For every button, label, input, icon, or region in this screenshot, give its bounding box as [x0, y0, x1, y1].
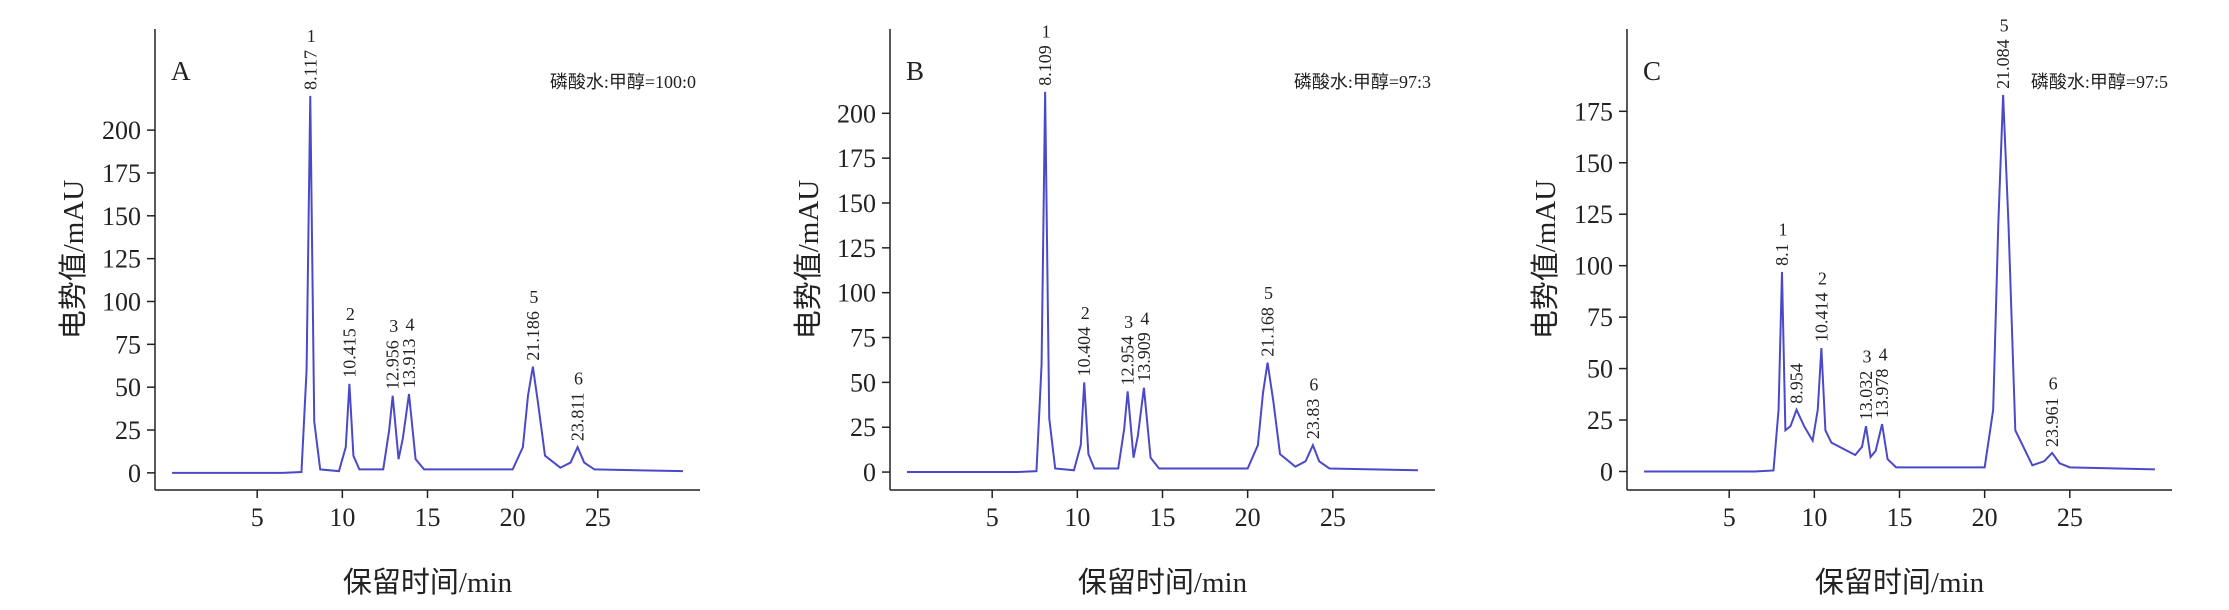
y-tick-label: 175 — [837, 144, 876, 173]
peak-time: 10.415 — [339, 328, 359, 378]
y-tick-label: 0 — [128, 459, 141, 488]
peak-time: 13.909 — [1134, 332, 1154, 382]
peak-time: 12.956 — [383, 340, 403, 390]
trace — [907, 91, 1418, 474]
y-tick-label: 200 — [837, 99, 876, 128]
x-tick-label: 10 — [1064, 503, 1090, 532]
y-tick-label: 75 — [1587, 303, 1613, 332]
condition: 磷酸水:甲醇=100:0 — [550, 72, 696, 92]
x-tick-label: 20 — [500, 503, 526, 532]
x-axis-label: 保留时间/min — [343, 566, 513, 599]
peak-number: 6 — [574, 368, 583, 388]
peak-number: 6 — [1309, 375, 1318, 395]
peak-number: 2 — [346, 304, 355, 324]
y-tick-label: 125 — [837, 234, 876, 263]
peak-number: 4 — [405, 315, 414, 335]
x-tick-label: 10 — [1801, 503, 1827, 532]
y-axis-label: 电势值/mAU — [792, 180, 825, 340]
peak-time: 10.414 — [1811, 292, 1831, 342]
y-tick-label: 150 — [1574, 149, 1613, 178]
x-tick-label: 15 — [1887, 503, 1913, 532]
peak-time: 13.913 — [399, 339, 419, 389]
y-tick-label: 175 — [102, 159, 141, 188]
y-tick-label: 75 — [115, 330, 141, 359]
peak-time: 8.1 — [1772, 243, 1792, 266]
y-tick-label: 150 — [837, 189, 876, 218]
peak-number: 5 — [529, 287, 538, 307]
panel-label: C — [1643, 56, 1661, 86]
peak-number: 4 — [1879, 345, 1888, 365]
peak-time: 21.168 — [1258, 307, 1278, 357]
y-axis-label: 电势值/mAU — [1529, 180, 1562, 340]
peak-time: 8.117 — [300, 50, 320, 90]
y-tick-label: 150 — [102, 202, 141, 231]
y-tick-label: 75 — [850, 324, 876, 353]
y-tick-label: 25 — [1587, 406, 1613, 435]
peak-time: 13.978 — [1872, 369, 1892, 419]
peak-time: 21.186 — [523, 311, 543, 361]
y-tick-label: 0 — [863, 458, 876, 487]
y-tick-label: 50 — [115, 373, 141, 402]
x-tick-label: 25 — [585, 503, 611, 532]
y-tick-label: 50 — [1587, 355, 1613, 384]
x-tick-label: 15 — [415, 503, 441, 532]
peak-time: 13.032 — [1856, 371, 1876, 421]
peak-time: 23.961 — [2042, 397, 2062, 447]
x-tick-label: 10 — [329, 503, 355, 532]
y-tick-label: 25 — [850, 413, 876, 442]
peak-number: 2 — [1081, 303, 1090, 323]
x-tick-label: 25 — [2057, 503, 2083, 532]
peak-time: 12.954 — [1118, 336, 1138, 386]
x-tick-label: 5 — [1723, 503, 1736, 532]
y-tick-label: 50 — [850, 368, 876, 397]
peak-number: 2 — [1818, 268, 1827, 288]
peak-number: 4 — [1140, 308, 1149, 328]
y-tick-label: 175 — [1574, 97, 1613, 126]
peak-number: 3 — [1124, 312, 1133, 332]
y-tick-label: 0 — [1600, 457, 1613, 486]
condition: 磷酸水:甲醇=97:5 — [2031, 72, 2168, 92]
x-tick-label: 25 — [1320, 503, 1346, 532]
y-tick-label: 100 — [102, 287, 141, 316]
trace — [172, 95, 683, 474]
peak-number: 1 — [1042, 21, 1051, 41]
peak-time: 8.954 — [1787, 363, 1807, 404]
peak-number: 5 — [2000, 15, 2009, 35]
x-axis-label: 保留时间/min — [1078, 566, 1248, 599]
x-tick-label: 20 — [1235, 503, 1261, 532]
peak-number: 1 — [307, 26, 316, 46]
peak-number: 5 — [1264, 283, 1273, 303]
peak-time: 23.83 — [1303, 399, 1323, 440]
peak-time: 8.109 — [1035, 45, 1055, 86]
x-tick-label: 20 — [1972, 503, 1998, 532]
y-tick-label: 200 — [102, 116, 141, 145]
x-axis-label: 保留时间/min — [1815, 566, 1985, 599]
condition: 磷酸水:甲醇=97:3 — [1294, 72, 1431, 92]
x-tick-label: 5 — [986, 503, 999, 532]
y-tick-label: 125 — [102, 245, 141, 274]
peak-number: 3 — [389, 316, 398, 336]
panel-label: B — [906, 56, 924, 86]
peak-number: 6 — [2049, 373, 2058, 393]
peak-time: 10.404 — [1074, 327, 1094, 377]
peak-time: 23.811 — [568, 392, 588, 441]
y-tick-label: 100 — [837, 279, 876, 308]
peak-time: 21.084 — [1993, 39, 2013, 89]
y-tick-label: 25 — [115, 416, 141, 445]
trace — [1644, 94, 2155, 473]
peak-number: 1 — [1778, 219, 1787, 239]
y-tick-label: 125 — [1574, 200, 1613, 229]
peak-number: 3 — [1862, 347, 1871, 367]
y-axis-label: 电势值/mAU — [57, 180, 90, 340]
y-tick-label: 100 — [1574, 252, 1613, 281]
x-tick-label: 15 — [1150, 503, 1176, 532]
x-tick-label: 5 — [251, 503, 264, 532]
panel-label: A — [171, 56, 191, 86]
